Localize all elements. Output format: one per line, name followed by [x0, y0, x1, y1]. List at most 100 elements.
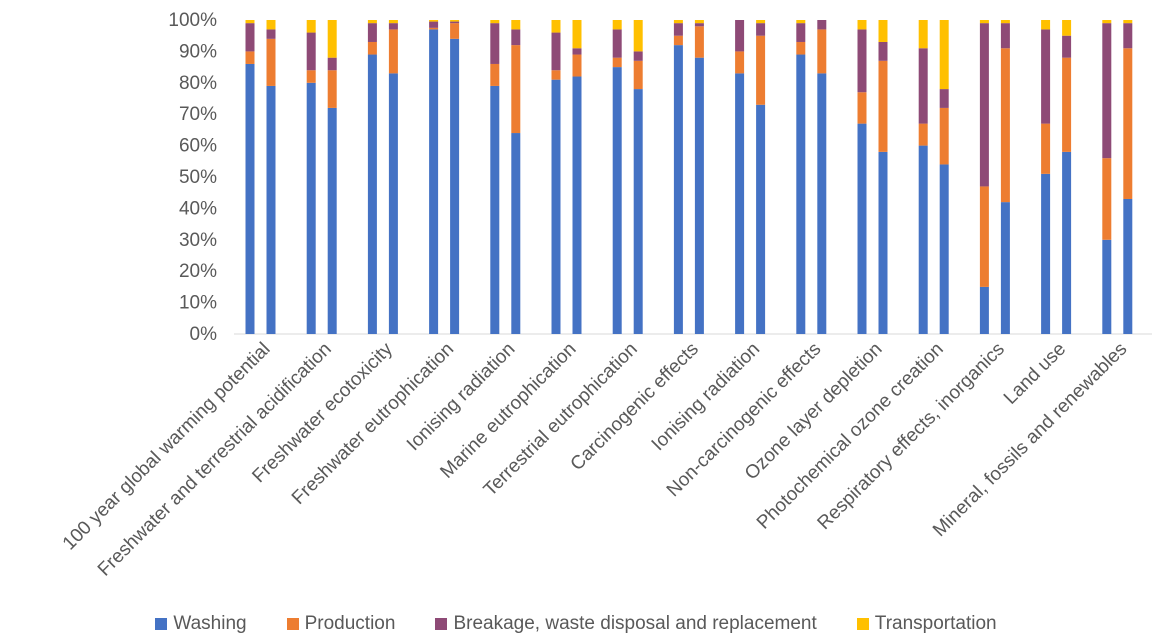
bar-segment	[796, 54, 806, 334]
bar-segment	[694, 23, 704, 27]
bar-segment	[939, 89, 949, 108]
legend: Washing Production Breakage, waste dispo…	[0, 612, 1152, 636]
bar-segment	[388, 73, 398, 334]
bar-segment	[245, 20, 255, 24]
bar-segment	[735, 73, 745, 334]
bar-segment	[817, 29, 827, 74]
x-tick-label: Ionising radiation	[403, 339, 519, 455]
bar-segment	[450, 21, 460, 24]
bar-segment	[306, 82, 316, 334]
bar-segment	[490, 85, 500, 334]
bar-segment	[388, 20, 398, 24]
bar-segment	[1000, 202, 1010, 334]
bar-segment	[551, 70, 561, 80]
y-tick-label: 40%	[179, 198, 217, 219]
bar-segment	[694, 26, 704, 58]
legend-label-production: Production	[304, 613, 396, 634]
bar-segment	[633, 60, 643, 90]
bar-segment	[1102, 239, 1112, 334]
x-tick-label: Freshwater and terrestrial acidification	[94, 339, 336, 581]
bar-segment	[490, 23, 500, 64]
bar-segment	[367, 41, 377, 55]
bar-segment	[511, 29, 521, 46]
bar-segment	[1062, 35, 1072, 58]
bar-segment	[612, 67, 622, 334]
y-tick-label: 30%	[179, 230, 217, 251]
bar-segment	[450, 38, 460, 335]
bar-segment	[796, 20, 806, 24]
bar-segment	[939, 164, 949, 334]
bar-segment	[388, 29, 398, 74]
bar-segment	[878, 20, 888, 42]
bar-segment	[735, 51, 745, 74]
bar-segment	[979, 286, 989, 334]
bar-segment	[551, 79, 561, 334]
bar-segment	[1000, 20, 1010, 24]
bar-segment	[756, 23, 766, 36]
bar-segment	[857, 92, 867, 124]
bar-segment	[1123, 48, 1133, 199]
y-tick-label: 90%	[179, 41, 217, 62]
bar-segment	[673, 35, 683, 46]
bar-segment	[551, 20, 561, 33]
legend-label-breakage: Breakage, waste disposal and replacement	[453, 613, 817, 634]
bar-segment	[979, 23, 989, 187]
bar-segment	[306, 32, 316, 71]
legend-swatch-breakage	[435, 618, 448, 630]
bar-segment	[266, 20, 276, 30]
bar-segment	[1041, 29, 1051, 124]
bar-segment	[245, 23, 255, 52]
bar-segment	[1102, 23, 1112, 159]
bar-segment	[673, 45, 683, 335]
bar-segment	[490, 63, 500, 86]
bar-segment	[979, 20, 989, 24]
x-tick-label: Ionising radiation	[648, 339, 764, 455]
legend-item-breakage: Breakage, waste disposal and replacement	[435, 612, 817, 636]
bar-segment	[1123, 198, 1133, 334]
y-tick-label: 80%	[179, 73, 217, 94]
bar-segment	[1062, 151, 1072, 334]
y-tick-label: 0%	[190, 324, 218, 345]
bar-segment	[1062, 20, 1072, 36]
bar-segment	[490, 20, 500, 24]
bar-segment	[918, 20, 928, 49]
bar-segment	[572, 48, 582, 55]
bar-segment	[367, 23, 377, 42]
bar-segment	[633, 89, 643, 334]
bar-segment	[694, 20, 704, 24]
bar-segment	[756, 104, 766, 334]
bar-segment	[796, 23, 806, 42]
bar-segment	[1102, 20, 1112, 24]
y-tick-label: 20%	[179, 261, 217, 282]
bar-segment	[306, 70, 316, 83]
bar-segment	[878, 41, 888, 61]
bar-segment	[429, 21, 439, 28]
bar-segment	[939, 20, 949, 90]
bar-segment	[1102, 158, 1112, 240]
bar-segment	[796, 41, 806, 55]
bar-segment	[572, 20, 582, 49]
y-tick-label: 100%	[168, 10, 217, 31]
legend-item-transportation: Transportation	[856, 612, 997, 636]
bar-segment	[1123, 20, 1133, 24]
bar-segment	[918, 123, 928, 146]
bar-segment	[633, 20, 643, 52]
bar-segment	[1000, 48, 1010, 203]
bar-segment	[551, 32, 561, 71]
bar-segment	[735, 20, 745, 52]
bar-segment	[756, 35, 766, 105]
y-tick-label: 10%	[179, 293, 217, 314]
bar-segment	[572, 76, 582, 335]
bar-segment	[266, 38, 276, 86]
bar-segment	[939, 107, 949, 165]
bar-segment	[511, 45, 521, 134]
legend-label-transportation: Transportation	[874, 613, 997, 634]
bar-segment	[857, 29, 867, 93]
bar-segment	[511, 20, 521, 30]
legend-item-production: Production	[286, 612, 396, 636]
bar-segment	[429, 27, 439, 30]
y-tick-label: 50%	[179, 167, 217, 188]
bar-segment	[878, 60, 888, 152]
bar-segment	[388, 23, 398, 30]
